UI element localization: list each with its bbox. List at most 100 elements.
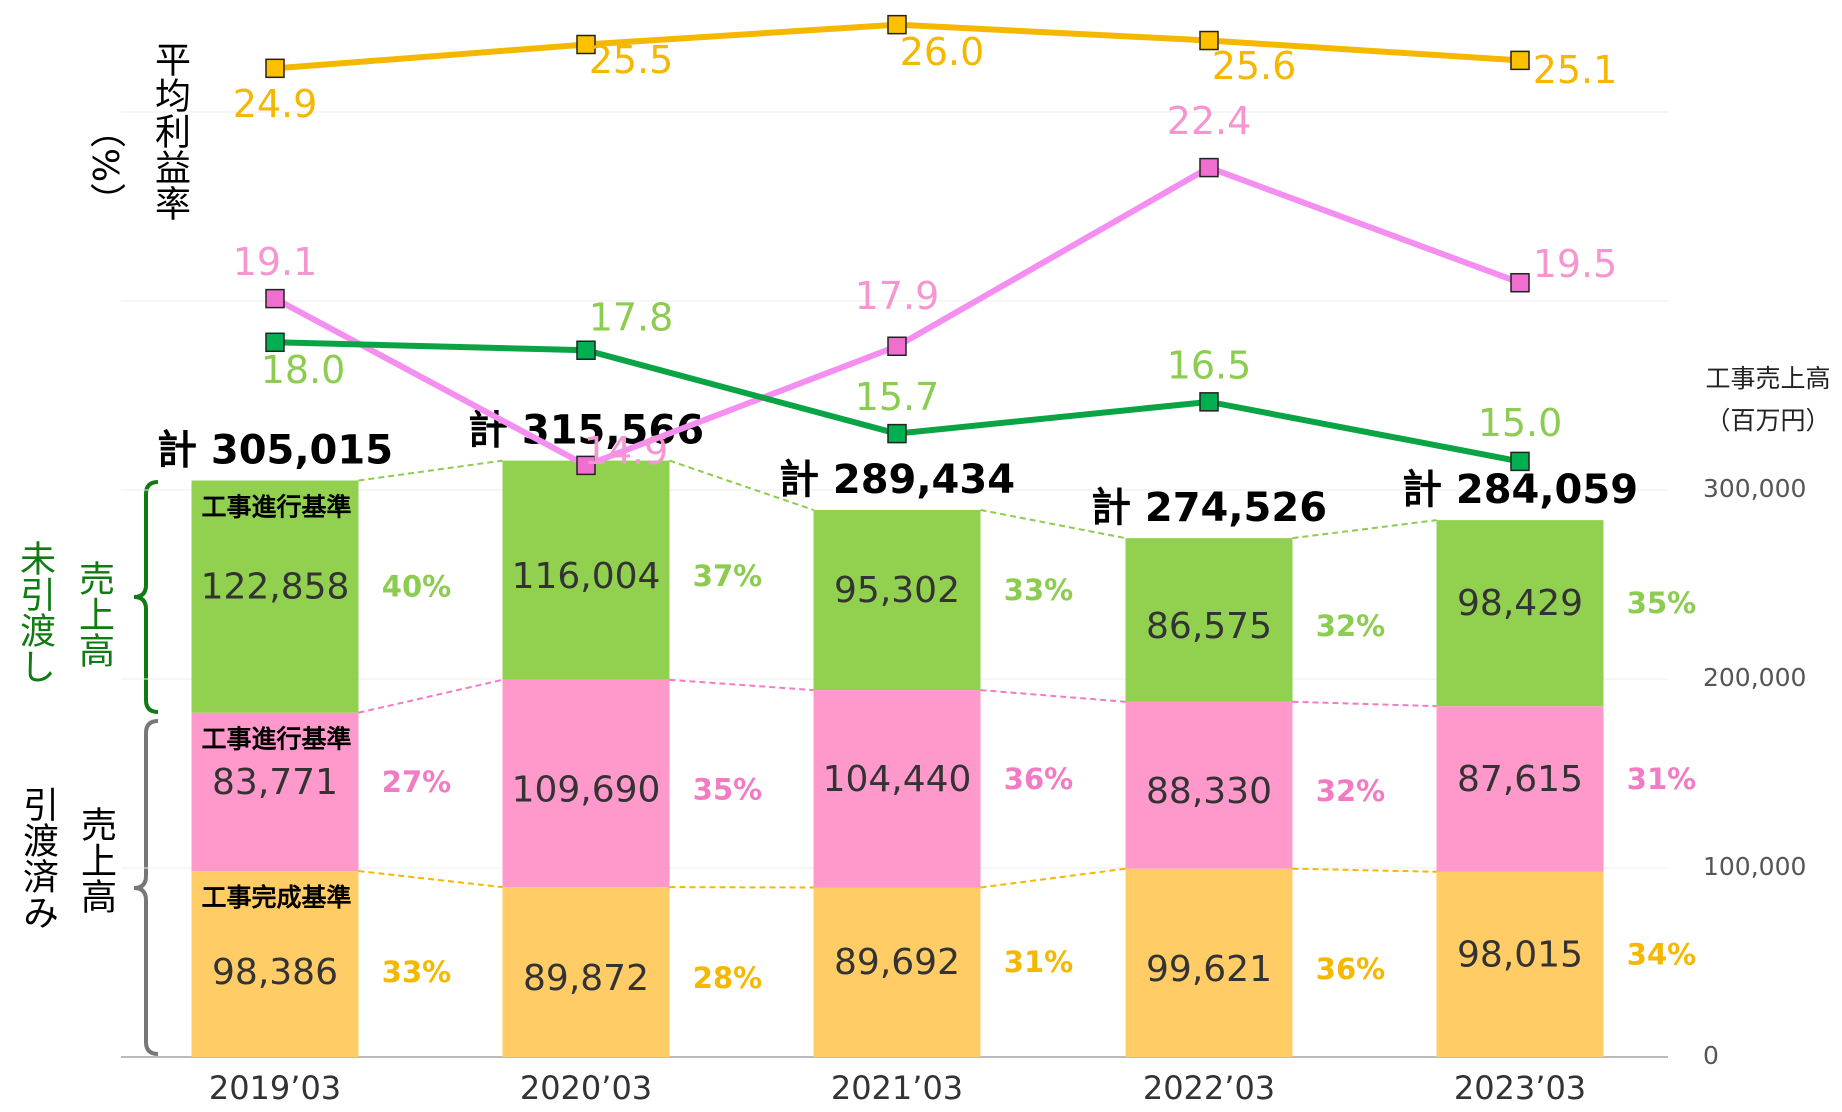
connector [980, 689, 1126, 703]
line-value-label: 25.1 [1533, 48, 1618, 92]
line-value-label: 17.8 [589, 296, 674, 340]
bar-value-label: 109,690 [512, 769, 661, 810]
line-value-label: 19.5 [1533, 242, 1618, 286]
line-value-label: 15.0 [1478, 401, 1563, 445]
y-tick-label: 300,000 [1703, 474, 1806, 503]
bar-segment [1125, 868, 1293, 1057]
bar-segment [191, 480, 359, 713]
share-label: 36% [1004, 762, 1073, 796]
share-label: 35% [1627, 586, 1696, 620]
bar-segment [1436, 706, 1604, 872]
share-label: 33% [382, 955, 451, 989]
total-label: 計 274,526 [1091, 485, 1327, 531]
share-label: 27% [382, 765, 451, 799]
connector [980, 508, 1126, 540]
connector [358, 459, 503, 482]
marker [1510, 451, 1530, 472]
marker [1510, 50, 1530, 71]
line-value-label: 25.5 [589, 38, 674, 82]
bar-value-label: 86,575 [1146, 606, 1272, 647]
bar-value-label: 89,692 [834, 942, 960, 983]
bracket [133, 480, 159, 714]
share-label: 28% [693, 961, 762, 995]
marker [576, 455, 596, 476]
bar-value-label: 98,015 [1457, 934, 1583, 975]
connector [358, 870, 503, 889]
share-label: 33% [1004, 573, 1073, 607]
bar-value-label: 98,386 [212, 952, 338, 993]
group-sub-label: 売上高 [73, 560, 114, 668]
share-label: 32% [1316, 609, 1385, 643]
x-tick-label: 2021’03 [831, 1069, 963, 1107]
line-value-label: 15.7 [855, 375, 940, 419]
bar-segment [1125, 701, 1293, 869]
group-label: 引渡済み [17, 786, 58, 930]
bar-segment [1125, 538, 1293, 702]
x-tick-label: 2020’03 [520, 1069, 652, 1107]
series-name: 工事進行基準 [202, 725, 352, 754]
bar-value-label: 104,440 [823, 759, 972, 800]
y-tick-label: 100,000 [1703, 852, 1806, 881]
bar-segment [1436, 871, 1604, 1057]
marker [265, 332, 285, 353]
marker [887, 14, 907, 35]
total-label: 計 284,059 [1402, 467, 1638, 513]
share-label: 32% [1316, 774, 1385, 808]
marker [265, 288, 285, 309]
total-label: 計 289,434 [779, 457, 1015, 503]
series-name: 工事完成基準 [202, 883, 352, 912]
marker [887, 336, 907, 357]
y2-axis-label: 平均利益率 [149, 41, 191, 221]
connector [1292, 519, 1437, 540]
bar-segment [813, 887, 981, 1057]
share-label: 37% [693, 559, 762, 593]
share-label: 40% [382, 570, 451, 604]
bar-value-label: 95,302 [834, 570, 960, 611]
y-tick-label: 0 [1703, 1041, 1719, 1070]
line-value-label: 18.0 [261, 348, 346, 392]
bar-value-label: 89,872 [523, 958, 649, 999]
marker [887, 423, 907, 444]
line-value-label: 19.1 [233, 240, 318, 284]
bracket [133, 719, 159, 1056]
line-value-label: 16.5 [1167, 343, 1252, 387]
marker [576, 340, 596, 360]
y2-axis-unit: （%） [84, 112, 126, 218]
bar-segment [502, 679, 670, 888]
group-label: 未引渡し [14, 540, 55, 684]
x-tick-label: 2023’03 [1454, 1069, 1586, 1107]
line-value-label: 14.9 [584, 429, 669, 473]
connector [980, 867, 1126, 889]
marker [1199, 157, 1219, 178]
bar-value-label: 83,771 [212, 762, 338, 803]
share-label: 34% [1627, 937, 1696, 971]
y-axis-unit: （百万円） [1705, 406, 1830, 435]
bar-value-label: 87,615 [1457, 759, 1583, 800]
marker [1199, 30, 1219, 51]
marker [1199, 392, 1219, 412]
line-value-label: 22.4 [1167, 99, 1252, 143]
y-axis-label: 工事売上高 [1705, 364, 1830, 393]
x-tick-label: 2022’03 [1143, 1069, 1275, 1107]
total-label: 計 315,566 [468, 408, 704, 454]
series-name: 工事進行基準 [202, 493, 352, 522]
line-value-label: 26.0 [900, 30, 985, 74]
bar-value-label: 122,858 [201, 567, 350, 608]
line-value-label: 17.9 [855, 274, 940, 318]
bar-segment [502, 887, 670, 1057]
bar-value-label: 88,330 [1146, 771, 1272, 812]
connector [669, 459, 814, 511]
connector [358, 678, 503, 714]
bar-segment [191, 712, 359, 872]
bar-segment [813, 509, 981, 691]
connector [669, 678, 814, 692]
group-sub-label: 売上高 [75, 806, 116, 914]
share-label: 31% [1004, 945, 1073, 979]
total-label: 計 305,015 [157, 428, 393, 474]
share-label: 36% [1316, 952, 1385, 986]
bar-segment [813, 690, 981, 888]
bar-segment [191, 871, 359, 1057]
connector [1292, 867, 1437, 873]
bar-value-label: 99,621 [1146, 949, 1272, 990]
